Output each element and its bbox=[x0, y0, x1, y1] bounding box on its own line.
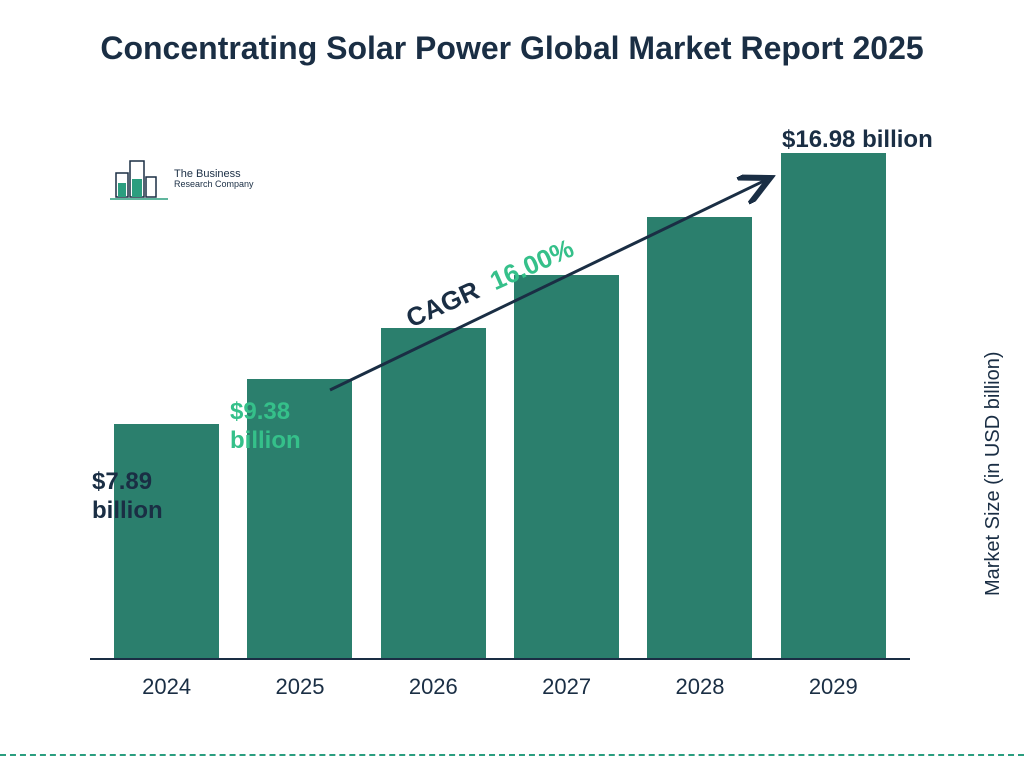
bar-group bbox=[90, 138, 910, 658]
x-axis-label: 2027 bbox=[507, 674, 627, 700]
x-axis-labels: 2024 2025 2026 2027 2028 2029 bbox=[90, 674, 910, 700]
bar bbox=[114, 424, 219, 658]
bar bbox=[514, 275, 619, 658]
bar-wrap bbox=[373, 328, 493, 658]
bar-wrap bbox=[507, 275, 627, 658]
bar-wrap bbox=[773, 153, 893, 658]
value-label: $16.98 billion bbox=[782, 126, 933, 155]
chart-title: Concentrating Solar Power Global Market … bbox=[0, 0, 1024, 68]
bottom-dashed-line bbox=[0, 754, 1024, 756]
chart-plot-area: 2024 2025 2026 2027 2028 2029 bbox=[90, 130, 910, 700]
bar bbox=[647, 217, 752, 658]
value-label: $7.89billion bbox=[92, 468, 163, 526]
x-axis-label: 2025 bbox=[240, 674, 360, 700]
x-axis-label: 2029 bbox=[773, 674, 893, 700]
bar bbox=[781, 153, 886, 658]
bar-wrap bbox=[107, 424, 227, 658]
x-axis-label: 2026 bbox=[373, 674, 493, 700]
value-label: $9.38billion bbox=[230, 398, 301, 456]
bar bbox=[381, 328, 486, 658]
x-axis bbox=[90, 658, 910, 660]
bar-wrap bbox=[640, 217, 760, 658]
x-axis-label: 2028 bbox=[640, 674, 760, 700]
x-axis-label: 2024 bbox=[107, 674, 227, 700]
y-axis-title: Market Size (in USD billion) bbox=[983, 352, 1006, 597]
